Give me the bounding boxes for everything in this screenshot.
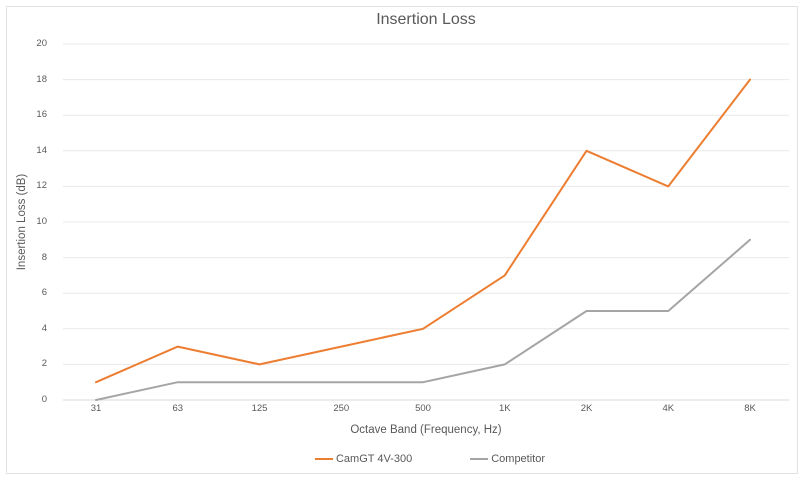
y-tick-label: 12 xyxy=(36,180,47,192)
y-tick-label: 0 xyxy=(41,394,47,405)
y-axis-title: Insertion Loss (dB) xyxy=(16,173,28,271)
x-tick-label: 500 xyxy=(415,403,431,414)
legend-item: CamGT 4V-300 xyxy=(314,453,413,465)
x-tick-label: 1K xyxy=(498,403,511,414)
y-tick-label: 2 xyxy=(41,358,47,370)
y-tick-label: 16 xyxy=(36,109,47,121)
y-tick-label: 20 xyxy=(36,38,47,49)
x-tick-label: 63 xyxy=(172,403,184,414)
legend-swatch-line xyxy=(470,458,489,460)
x-tick-label: 31 xyxy=(90,403,102,414)
series-line-camgt-4v-300 xyxy=(95,78,751,384)
chart-title: Insertion Loss xyxy=(376,11,476,28)
legend-item: Competitor xyxy=(470,453,545,465)
legend-swatch-line xyxy=(314,458,333,460)
y-tick-label: 14 xyxy=(36,144,47,156)
legend: CamGT 4V-300 Competitor xyxy=(28,453,804,465)
x-tick-label: 125 xyxy=(251,403,268,414)
y-tick-label: 4 xyxy=(41,322,47,334)
y-tick-label: 6 xyxy=(41,287,47,299)
series-line-competitor xyxy=(95,238,751,401)
legend-label: Competitor xyxy=(491,453,546,465)
x-tick-label: 250 xyxy=(333,403,350,414)
x-tick-label: 2K xyxy=(580,403,593,414)
y-tick-label: 8 xyxy=(41,251,47,263)
y-tick-label: 10 xyxy=(36,216,47,227)
x-axis-title: Octave Band (Frequency, Hz) xyxy=(350,424,502,436)
x-tick-label: 8K xyxy=(744,403,756,414)
legend-label: CamGT 4V-300 xyxy=(335,453,413,465)
y-tick-label: 18 xyxy=(36,73,47,85)
x-tick-label: 4K xyxy=(662,403,675,414)
